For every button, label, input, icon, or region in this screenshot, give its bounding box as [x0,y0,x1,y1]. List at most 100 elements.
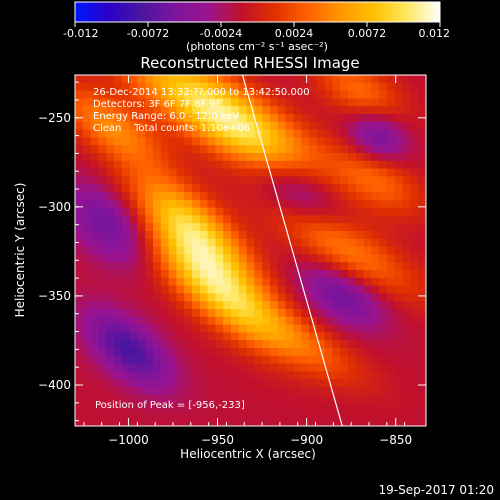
heatmap-cell [98,402,107,411]
heatmap-cell [277,121,287,131]
y-tick-label: −250 [38,111,71,125]
heatmap-cell [293,394,302,404]
heatmap-cell [238,207,248,216]
heatmap-cell [98,418,107,426]
heatmap-cell [254,410,263,419]
heatmap-cell [270,394,279,404]
heatmap-cell [316,121,326,131]
heatmap-cell [231,277,240,287]
heatmap-cell [394,137,404,146]
heatmap-cell [301,129,310,138]
heatmap-cell [301,277,310,287]
heatmap-cell [153,176,162,185]
heatmap-cell [160,402,170,411]
heatmap-cell [215,301,224,310]
heatmap-cell [106,75,115,84]
heatmap-cell [270,285,279,294]
heatmap-cell [348,238,357,248]
heatmap-cell [223,402,232,411]
heatmap-cell [316,215,326,224]
heatmap-cell [285,394,294,404]
heatmap-cell [75,285,84,294]
heatmap-cell [176,75,185,84]
heatmap-cell [199,270,209,279]
heatmap-cell [410,90,419,99]
heatmap-cell [301,75,310,84]
heatmap-cell [160,270,170,279]
heatmap-cell [90,371,99,380]
heatmap-cell [207,215,216,224]
heatmap-cell [137,223,146,232]
heatmap-cell [363,184,372,193]
heatmap-cell [371,223,380,232]
heatmap-cell [98,371,107,380]
heatmap-cell [223,223,232,232]
heatmap-cell [90,293,99,302]
heatmap-cell [316,114,326,123]
heatmap-cell [371,168,380,177]
heatmap-cell [394,394,404,404]
heatmap-cell [387,387,396,396]
heatmap-cell [176,371,185,380]
heatmap-cell [355,410,365,419]
heatmap-cell [145,363,154,372]
heatmap-cell [340,106,349,115]
heatmap-cell [137,348,146,357]
heatmap-cell [293,246,302,255]
heatmap-cell [309,246,318,255]
heatmap-cell [379,254,388,263]
heatmap-cell [363,176,372,185]
heatmap-cell [270,379,279,388]
heatmap-cell [309,153,318,162]
heatmap-cell [418,145,426,154]
heatmap-cell [192,145,201,154]
heatmap-cell [207,199,216,209]
heatmap-cell [176,215,185,224]
heatmap-cell [340,207,349,216]
heatmap-cell [410,254,419,263]
heatmap-cell [379,215,388,224]
heatmap-cell [207,324,216,333]
heatmap-cell [160,394,170,404]
heatmap-cell [285,270,294,279]
heatmap-cell [394,184,404,193]
heatmap-cell [137,418,146,426]
heatmap-cell [75,301,84,310]
heatmap-cell [199,168,209,177]
heatmap-cell [418,285,426,294]
heatmap-cell [106,98,115,107]
heatmap-cell [387,324,396,333]
heatmap-cell [387,332,396,341]
heatmap-cell [316,262,326,271]
heatmap-cell [316,199,326,209]
heatmap-cell [231,82,240,92]
heatmap-cell [262,246,271,255]
heatmap-cell [246,82,255,92]
heatmap-cell [332,293,341,302]
heatmap-cell [145,215,154,224]
heatmap-cell [324,199,333,209]
heatmap-cell [363,293,372,302]
heatmap-cell [316,301,326,310]
heatmap-cell [176,223,185,232]
heatmap-cell [199,402,209,411]
heatmap-cell [215,215,224,224]
heatmap-cell [160,355,170,365]
heatmap-cell [402,246,411,255]
heatmap-cell [215,90,224,99]
heatmap-cell [402,254,411,263]
heatmap-cell [114,98,123,107]
heatmap-cell [238,394,248,404]
heatmap-cell [82,285,92,294]
heatmap-cell [262,324,271,333]
footer-date: 19-Sep-2017 01:20 [379,483,494,497]
heatmap-cell [215,160,224,170]
heatmap-cell [75,270,84,279]
heatmap-cell [176,246,185,255]
heatmap-cell [402,293,411,302]
heatmap-cell [309,231,318,240]
heatmap-cell [106,90,115,99]
heatmap-cell [379,238,388,248]
y-tick-label: −350 [38,289,71,303]
heatmap-cell [379,387,388,396]
